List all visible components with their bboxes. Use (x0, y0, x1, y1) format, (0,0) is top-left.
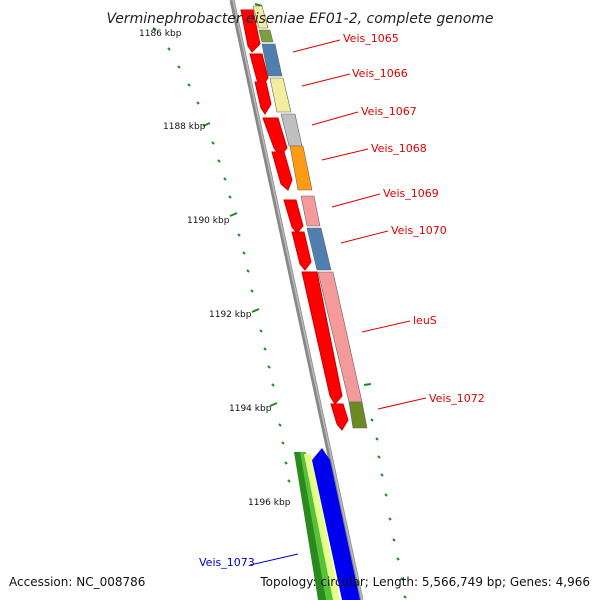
gene-label-veis-1067[interactable]: Veis_1067 (361, 105, 417, 118)
outer-tick-track (152, 27, 291, 483)
kbp-label: 1192 kbp (209, 310, 252, 320)
kbp-label: 1194 kbp (229, 404, 272, 414)
gene-label-veis-1072[interactable]: Veis_1072 (429, 392, 485, 405)
kbp-label: 1188 kbp (163, 122, 206, 132)
gene-label-veis-1065[interactable]: Veis_1065 (343, 32, 399, 45)
kbp-label: 1186 kbp (139, 29, 182, 39)
kbp-label: 1196 kbp (248, 498, 291, 508)
topology-text: Topology: circular; Length: 5,566,749 bp… (259, 575, 590, 589)
cds-track-colored (252, 5, 368, 429)
diagram-title: Verminephrobacter eiseniae EF01-2, compl… (106, 11, 493, 27)
kbp-scale-labels: 1186 kbp 1188 kbp 1190 kbp 1192 kbp 1194… (139, 29, 291, 508)
gene-label-veis-1073[interactable]: Veis_1073 (199, 556, 255, 569)
accession-text: Accession: NC_008786 (9, 575, 145, 589)
kbp-label: 1190 kbp (187, 216, 230, 226)
gene-label-veis-1070[interactable]: Veis_1070 (391, 224, 447, 237)
gene-leaders (249, 39, 427, 566)
gene-label-leus[interactable]: leuS (413, 314, 437, 327)
cds-track-green-blue (294, 448, 360, 600)
genome-backbone (229, 0, 364, 600)
gene-label-veis-1069[interactable]: Veis_1069 (383, 187, 439, 200)
gene-labels: Veis_1065 Veis_1066 Veis_1067 Veis_1068 … (199, 32, 485, 569)
cds-track-red (240, 9, 349, 431)
gene-label-veis-1066[interactable]: Veis_1066 (352, 67, 408, 80)
inner-tick-track (254, 3, 407, 599)
gene-label-veis-1068[interactable]: Veis_1068 (371, 142, 427, 155)
